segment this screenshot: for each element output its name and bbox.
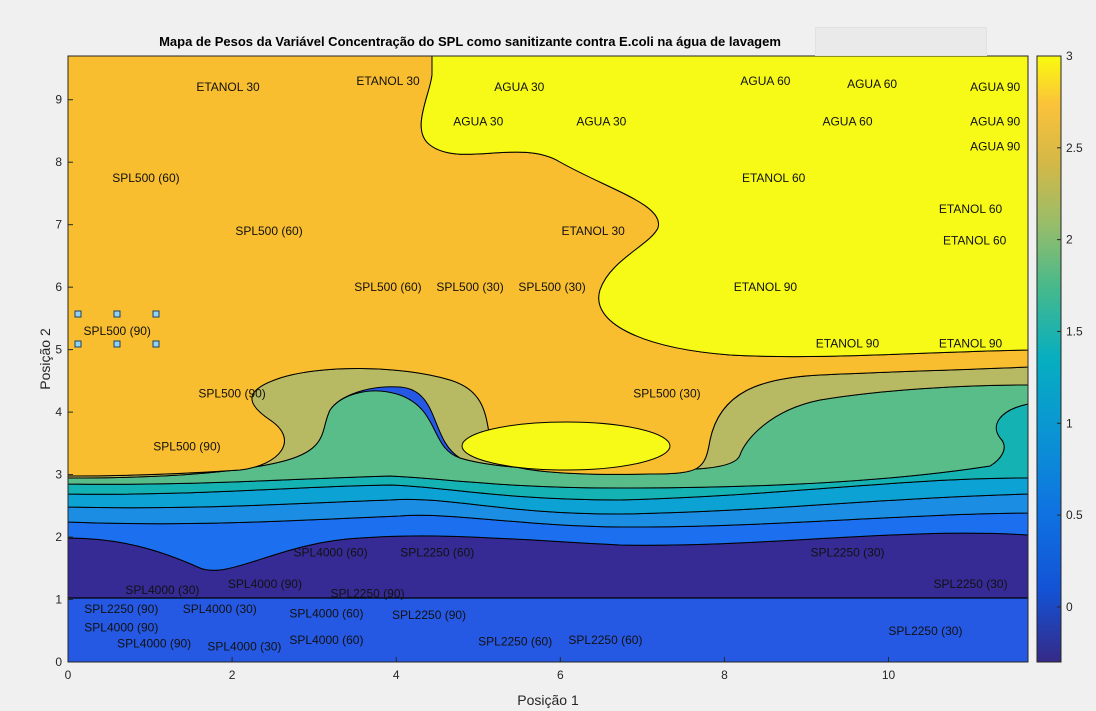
handle-top-left[interactable]: [74, 310, 82, 318]
contour-label: SPL4000 (90): [84, 621, 158, 635]
contour-label: SPL4000 (60): [294, 546, 368, 560]
band-yellow-top: [420, 56, 1028, 358]
contour-label-layer: ETANOL 30 ETANOL 30 AGUA 30 AGUA 60 AGUA 60 A…: [84, 74, 1021, 653]
y-axis-label: Posição 2: [37, 328, 53, 390]
colorbar-tick-label: 1: [1066, 416, 1073, 430]
y-tick-label: 9: [55, 93, 62, 107]
y-tick-label: 6: [55, 280, 62, 294]
handle-bottom-right[interactable]: [152, 340, 160, 348]
contour-label: AGUA 30: [494, 80, 544, 94]
x-tick-label: 10: [882, 668, 896, 682]
contour-label: AGUA 90: [970, 80, 1020, 94]
colorbar-tick-label: 0: [1066, 600, 1073, 614]
contour-label: AGUA 60: [822, 115, 872, 129]
y-axis: 0 1 2 3 4 5 6 7 8 9: [55, 93, 73, 669]
title-overlay-box: [815, 27, 987, 56]
contour-label: SPL4000 (30): [125, 583, 199, 597]
x-tick-label: 2: [229, 668, 236, 682]
contour-label: SPL4000 (90): [228, 577, 302, 591]
contour-label: AGUA 60: [847, 77, 897, 91]
y-tick-label: 1: [55, 593, 62, 607]
x-tick-label: 4: [393, 668, 400, 682]
handle-top-middle[interactable]: [113, 310, 121, 318]
contour-label: SPL4000 (90): [117, 636, 191, 650]
colorbar-gradient: [1036, 55, 1062, 663]
contour-label: AGUA 90: [970, 140, 1020, 154]
contour-label: SPL500 (60): [112, 171, 179, 185]
contour-label: ETANOL 30: [356, 74, 420, 88]
contour-label: AGUA 60: [740, 74, 790, 88]
contour-label: ETANOL 60: [943, 233, 1007, 247]
colorbar-tick-label: 2.5: [1066, 141, 1083, 155]
contour-label: ETANOL 60: [742, 171, 806, 185]
contour-label: SPL500 (30): [633, 386, 700, 400]
colorbar-tick-label: 2: [1066, 233, 1073, 247]
x-tick-label: 8: [721, 668, 728, 682]
contour-label: SPL500 (90): [198, 386, 265, 400]
colorbar: 0 0.5 1 1.5 2 2.5 3: [1036, 49, 1083, 663]
colorbar-tick-label: 1.5: [1066, 324, 1083, 338]
handle-top-right[interactable]: [152, 310, 160, 318]
contour-bands: [68, 56, 1028, 662]
contour-label: ETANOL 90: [939, 336, 1003, 350]
contour-label: AGUA 30: [453, 115, 503, 129]
contour-label: ETANOL 90: [734, 280, 798, 294]
x-tick-label: 0: [65, 668, 72, 682]
contour-label: SPL2250 (90): [392, 608, 466, 622]
contour-label: SPL4000 (60): [289, 633, 363, 647]
contour-label: ETANOL 90: [816, 336, 880, 350]
plot-frame: [67, 55, 1029, 663]
y-tick-label: 2: [55, 530, 62, 544]
colorbar-tick-label: 3: [1066, 49, 1073, 63]
x-axis: 0 2 4 6 8 10: [65, 657, 896, 682]
band-yellow-island: [461, 421, 671, 471]
chart-title: Mapa de Pesos da Variável Concentração d…: [159, 34, 781, 49]
contour-label: SPL500 (60): [354, 280, 421, 294]
contour-label: SPL500 (30): [436, 280, 503, 294]
contour-label: ETANOL 30: [196, 80, 260, 94]
colorbar-ticks: 0 0.5 1 1.5 2 2.5 3: [1057, 49, 1083, 614]
y-tick-label: 5: [55, 343, 62, 357]
y-tick-label: 4: [55, 405, 62, 419]
x-axis-label: Posição 1: [517, 692, 579, 708]
contour-label: SPL500 (90): [153, 439, 220, 453]
contour-label: AGUA 30: [576, 115, 626, 129]
contour-label: ETANOL 30: [561, 224, 625, 238]
selection-handles[interactable]: [74, 310, 160, 348]
contour-label: SPL2250 (90): [330, 586, 404, 600]
y-tick-label: 0: [55, 655, 62, 669]
contour-label: SPL2250 (60): [400, 546, 474, 560]
handle-bottom-middle[interactable]: [113, 340, 121, 348]
contour-label: SPL500 (90): [84, 324, 151, 338]
contour-label: SPL500 (60): [235, 224, 302, 238]
contour-label: SPL2250 (60): [478, 634, 552, 648]
contour-label: SPL2250 (30): [934, 577, 1008, 591]
contour-label: SPL500 (30): [518, 280, 585, 294]
y-tick-label: 7: [55, 218, 62, 232]
contour-label: AGUA 90: [970, 115, 1020, 129]
contour-label: SPL2250 (90): [84, 602, 158, 616]
contour-label: SPL2250 (30): [888, 624, 962, 638]
contour-label: SPL4000 (30): [183, 602, 257, 616]
handle-bottom-left[interactable]: [74, 340, 82, 348]
colorbar-tick-label: 0.5: [1066, 508, 1083, 522]
contour-label: ETANOL 60: [939, 202, 1003, 216]
contour-label: SPL2250 (60): [568, 633, 642, 647]
contour-label: SPL4000 (60): [289, 606, 363, 620]
contour-label: SPL4000 (30): [207, 639, 281, 653]
y-tick-label: 3: [55, 468, 62, 482]
contour-label: SPL2250 (30): [810, 546, 884, 560]
x-tick-label: 6: [557, 668, 564, 682]
y-tick-label: 8: [55, 155, 62, 169]
